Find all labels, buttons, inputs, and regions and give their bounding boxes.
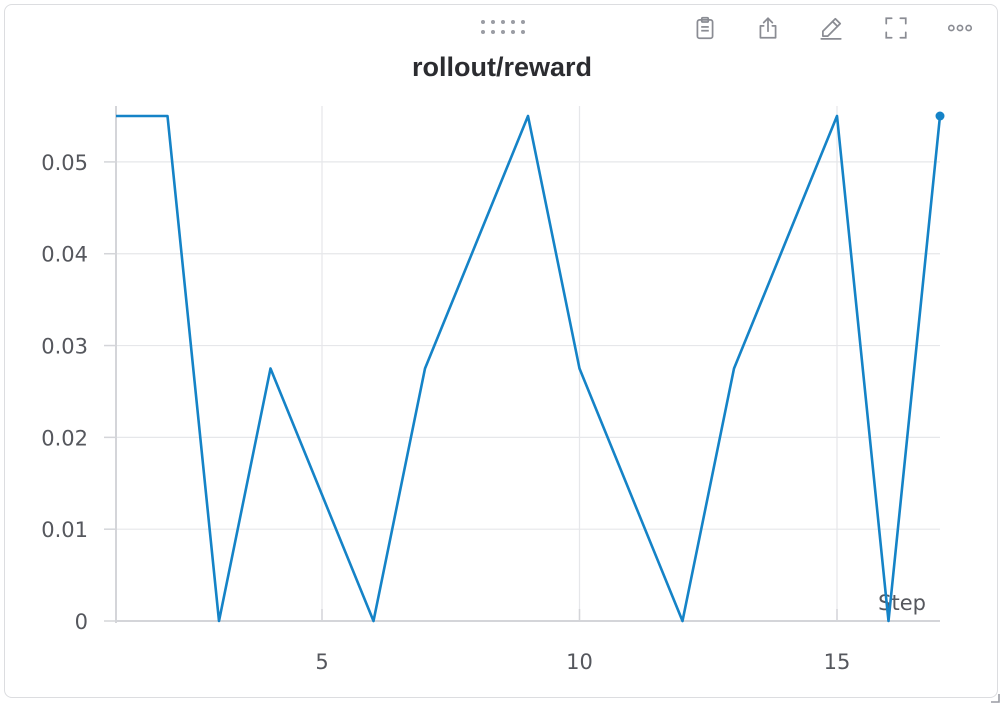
y-tick-label: 0.04 — [41, 243, 88, 267]
series-line — [116, 116, 940, 621]
y-tick-label: 0.01 — [41, 518, 88, 542]
y-tick-label: 0.05 — [41, 151, 88, 175]
x-tick-label: 10 — [566, 650, 593, 674]
y-tick-label: 0.02 — [41, 426, 88, 450]
y-tick-label: 0.03 — [41, 335, 88, 359]
y-tick-label: 0 — [75, 610, 88, 634]
resize-handle-icon[interactable] — [990, 690, 1000, 700]
x-tick-label: 5 — [315, 650, 328, 674]
last-data-point — [936, 112, 945, 121]
x-tick-label: 15 — [824, 650, 851, 674]
